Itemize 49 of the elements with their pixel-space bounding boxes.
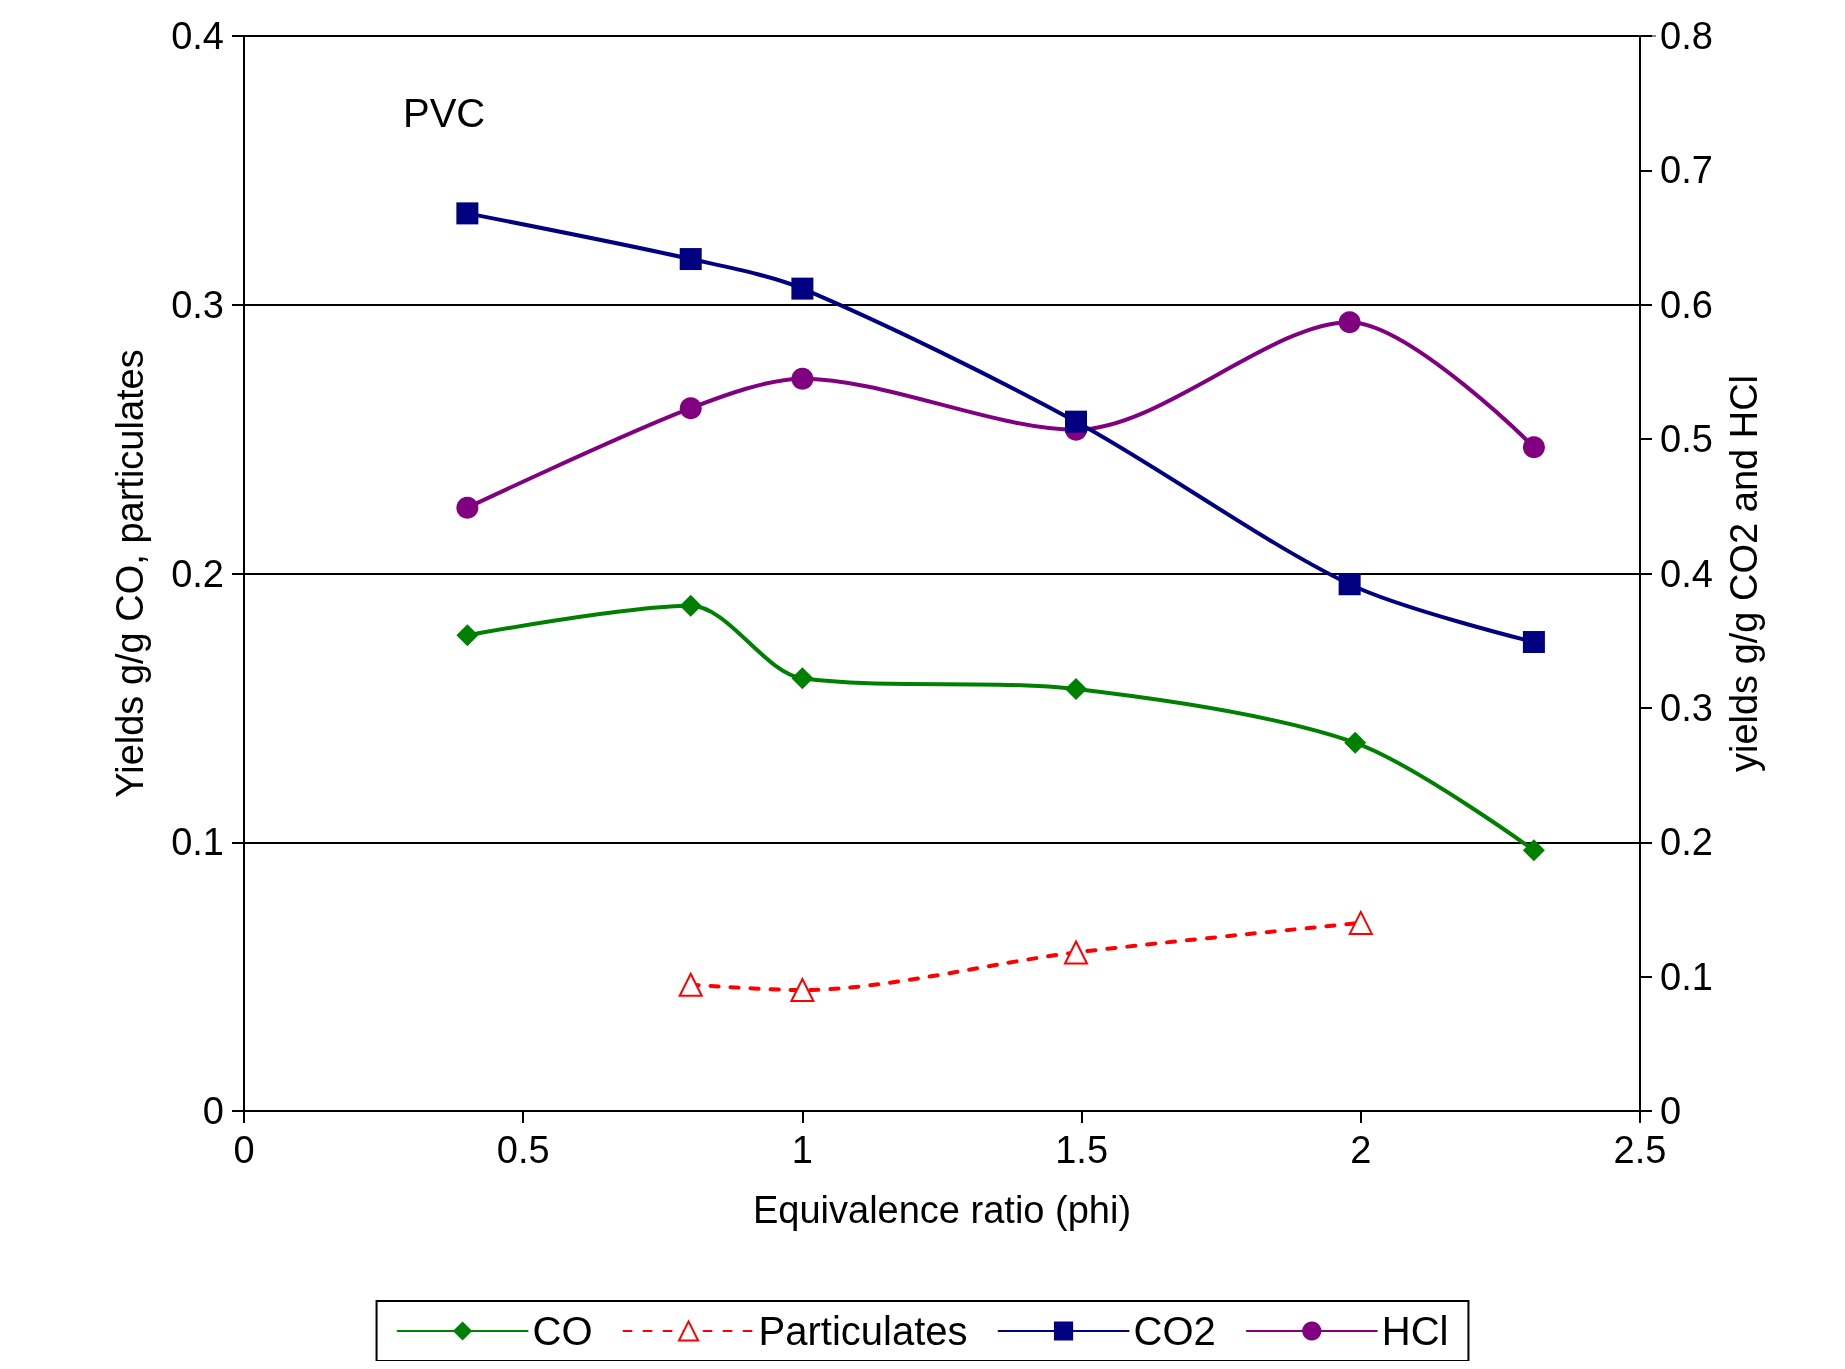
point [1338,573,1361,596]
point [456,202,479,225]
point [1522,631,1545,654]
y-tick-label: 0.2 [171,552,224,595]
point [456,496,479,519]
x-tick-label: 2 [1350,1129,1372,1171]
point [1338,311,1361,334]
point [678,972,703,997]
point [1348,910,1373,935]
y-tick-label: 0 [202,1090,224,1132]
x-tick-label: 1.5 [1055,1129,1109,1171]
legend-label: CO2 [1133,1309,1216,1353]
x-tick-label: 2.5 [1613,1129,1667,1171]
point [791,667,814,690]
y2-tick-label: 0.4 [1660,552,1713,595]
annotation: PVC [403,91,486,135]
point [1522,839,1545,862]
y-axis-title: Yields g/g CO, particulates [109,349,151,798]
point [679,397,702,420]
point [791,277,814,300]
y2-tick-label: 0.8 [1660,15,1713,57]
point [679,248,702,271]
y2-tick-label: 0.3 [1660,686,1713,729]
x-tick-label: 0 [233,1129,255,1171]
y2-tick-label: 0.7 [1660,149,1713,192]
y2-axis-title: yields g/g CO2 and HCl [1723,374,1765,773]
legend-label: CO [532,1309,593,1353]
y-tick-label: 0.3 [171,283,224,326]
point [790,978,815,1003]
y2-tick-label: 0.1 [1660,955,1713,998]
x-axis-title: Equivalence ratio (phi) [752,1189,1132,1231]
y2-tick-label: 0 [1660,1090,1682,1132]
x-tick-label: 0.5 [496,1129,550,1171]
y2-tick-label: 0.2 [1660,821,1713,864]
point [1522,436,1545,459]
point [791,367,814,390]
legend-label: Particulates [758,1309,968,1353]
point [456,624,479,647]
point [1064,940,1089,965]
point [1065,678,1088,701]
y2-tick-label: 0.5 [1660,418,1713,461]
point [679,594,702,617]
point [1065,410,1088,433]
x-tick-label: 1 [791,1129,813,1171]
legend-label: HCl [1381,1309,1449,1353]
y2-tick-label: 0.6 [1660,283,1713,326]
point [1344,731,1367,754]
y-tick-label: 0.4 [171,15,224,57]
y-tick-label: 0.1 [171,821,224,864]
